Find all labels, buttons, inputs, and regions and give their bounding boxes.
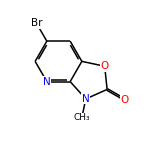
Text: CH₃: CH₃ xyxy=(74,113,90,122)
Text: O: O xyxy=(100,61,109,71)
Text: Br: Br xyxy=(31,18,42,28)
Text: N: N xyxy=(43,77,51,87)
Text: O: O xyxy=(121,95,129,105)
Text: N: N xyxy=(82,94,90,104)
